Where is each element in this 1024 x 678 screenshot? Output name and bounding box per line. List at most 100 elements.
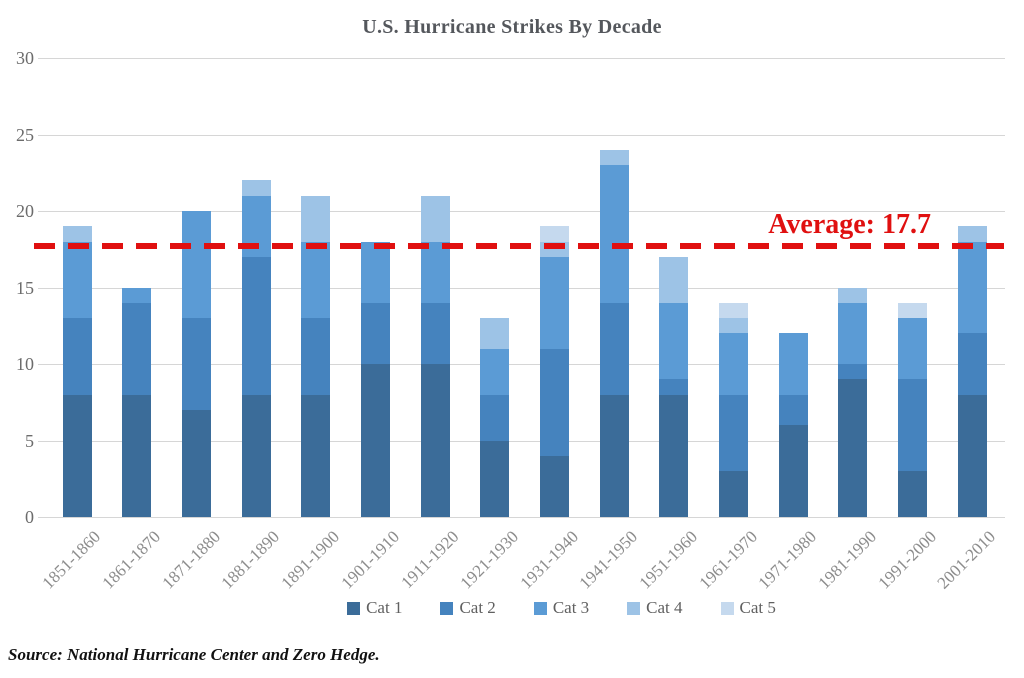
bar-segment-cat2-1871-1880 [181,318,211,410]
y-tick-label-5: 5 [25,430,34,451]
x-axis-label-1901-1910: 1901-1910 [337,527,403,593]
chart-title: U.S. Hurricane Strikes By Decade [362,16,662,38]
x-axis-label-1891-1900: 1891-1900 [277,527,344,593]
bar-segment-cat3-1871-1880 [181,211,211,319]
bar-segment-cat3-1981-1990 [838,302,868,365]
bar-1871-1880 [181,211,211,517]
bar-segment-cat2-1971-1980 [778,394,808,426]
legend-item-cat2: Cat 2 [440,598,496,618]
bar-segment-cat3-1951-1960 [659,302,689,380]
x-axis-label-1951-1960: 1951-1960 [635,527,702,593]
bar-1881-1890 [241,180,271,517]
bar-segment-cat1-1941-1950 [599,394,629,517]
bar-segment-cat4-1921-1930 [480,318,510,349]
bar-segment-cat3-1861-1870 [122,287,152,303]
bar-segment-cat1-1871-1880 [181,409,211,517]
bar-segment-cat4-1941-1950 [599,149,629,166]
x-axis-label-1881-1890: 1881-1890 [217,527,284,593]
x-axis-label-1861-1870: 1861-1870 [98,527,165,593]
bar-segment-cat1-1961-1970 [718,471,748,517]
bar-segment-cat3-1931-1940 [539,256,569,349]
bar-segment-cat3-1961-1970 [718,333,748,395]
bar-segment-cat1-1981-1990 [838,379,868,517]
x-axis-label-1871-1880: 1871-1880 [158,527,224,593]
legend-item-cat4: Cat 4 [627,598,683,618]
legend-label: Cat 5 [739,598,776,617]
bar-1921-1930 [480,318,510,517]
y-tick-label-10: 10 [16,354,34,374]
legend-label: Cat 1 [366,598,403,617]
gridline-30 [38,58,1005,59]
bar-segment-cat5-1991-2000 [897,302,927,319]
bar-segment-cat2-1901-1910 [360,302,390,364]
average-label: Average: 17.7 [768,209,931,241]
bar-segment-cat1-1891-1900 [301,394,331,517]
legend-swatch-icon [347,601,361,615]
bar-segment-cat1-1851-1860 [62,394,92,517]
bar-segment-cat1-1991-2000 [897,471,927,517]
source-line: Source: National Hurricane Center and Ze… [8,645,380,664]
bar-1911-1920 [420,195,450,517]
legend-label: Cat 2 [459,598,496,617]
bar-segment-cat1-1901-1910 [360,364,390,517]
bar-1941-1950 [599,149,629,517]
bar-1981-1990 [838,287,868,517]
x-axis-label-1961-1970: 1961-1970 [695,527,761,593]
bar-segment-cat4-1891-1900 [301,195,331,242]
gridline-15 [38,287,1005,289]
gridline-25 [38,134,1005,136]
gridline-20 [38,211,1005,212]
x-axis-label-1981-1990: 1981-1990 [814,527,881,593]
bar-segment-cat2-1861-1870 [122,302,152,395]
bar-segment-cat1-1881-1890 [241,394,271,517]
bar-segment-cat2-1881-1890 [241,256,271,395]
bar-segment-cat2-1911-1920 [420,302,450,364]
bar-1891-1900 [301,195,331,517]
y-tick-label-0: 0 [25,507,34,527]
bar-segment-cat1-1861-1870 [122,394,152,517]
x-axis-label-1991-2000: 1991-2000 [874,527,940,593]
bar-segment-cat2-1961-1970 [718,394,748,472]
y-tick-label-30: 30 [16,48,34,68]
bar-segment-cat1-1931-1940 [539,455,569,517]
bar-segment-cat2-1991-2000 [897,379,927,472]
bar-segment-cat4-1851-1860 [62,226,92,242]
bar-2001-2010 [957,226,987,517]
bar-segment-cat3-1921-1930 [480,348,510,395]
bar-segment-cat2-1941-1950 [599,302,629,395]
gridline-10 [38,364,1005,365]
y-tick-label-25: 25 [16,124,34,145]
legend-item-cat5: Cat 5 [720,598,776,618]
bar-segment-cat2-1951-1960 [659,379,689,395]
bar-1861-1870 [122,287,152,517]
legend-label: Cat 4 [646,598,683,617]
bar-segment-cat4-1881-1890 [241,180,271,196]
bar-segment-cat4-1911-1920 [420,195,450,242]
x-axis-label-1931-1940: 1931-1940 [516,527,582,593]
x-axis-label-1921-1930: 1921-1930 [456,527,523,593]
bar-segment-cat2-1891-1900 [301,318,331,395]
bar-segment-cat5-1961-1970 [718,302,748,319]
bar-1961-1970 [718,302,748,517]
bar-1901-1910 [360,241,390,517]
legend-swatch-icon [533,601,547,615]
bar-segment-cat1-1951-1960 [659,394,689,517]
legend-swatch-icon [720,601,734,615]
x-axis-label-1911-1920: 1911-1920 [397,527,463,593]
bar-segment-cat2-1851-1860 [62,318,92,395]
legend-item-cat1: Cat 1 [347,598,402,618]
average-line [34,243,1004,250]
bar-segment-cat3-1851-1860 [62,241,92,319]
bar-segment-cat4-1951-1960 [659,256,689,303]
bar-segment-cat3-1911-1920 [420,241,450,303]
bar-1951-1960 [659,256,689,517]
bar-segment-cat3-1991-2000 [897,318,927,380]
legend-swatch-icon [440,601,454,615]
bar-segment-cat5-1931-1940 [539,226,569,242]
y-axis: 0 5 10 15 20 25 30 [4,49,34,526]
gridline-5 [38,440,1005,442]
bar-segment-cat4-1981-1990 [838,287,868,303]
y-tick-label-20: 20 [16,201,34,221]
bar-segment-cat1-1921-1930 [480,440,510,517]
bar-segment-cat3-1901-1910 [360,241,390,303]
